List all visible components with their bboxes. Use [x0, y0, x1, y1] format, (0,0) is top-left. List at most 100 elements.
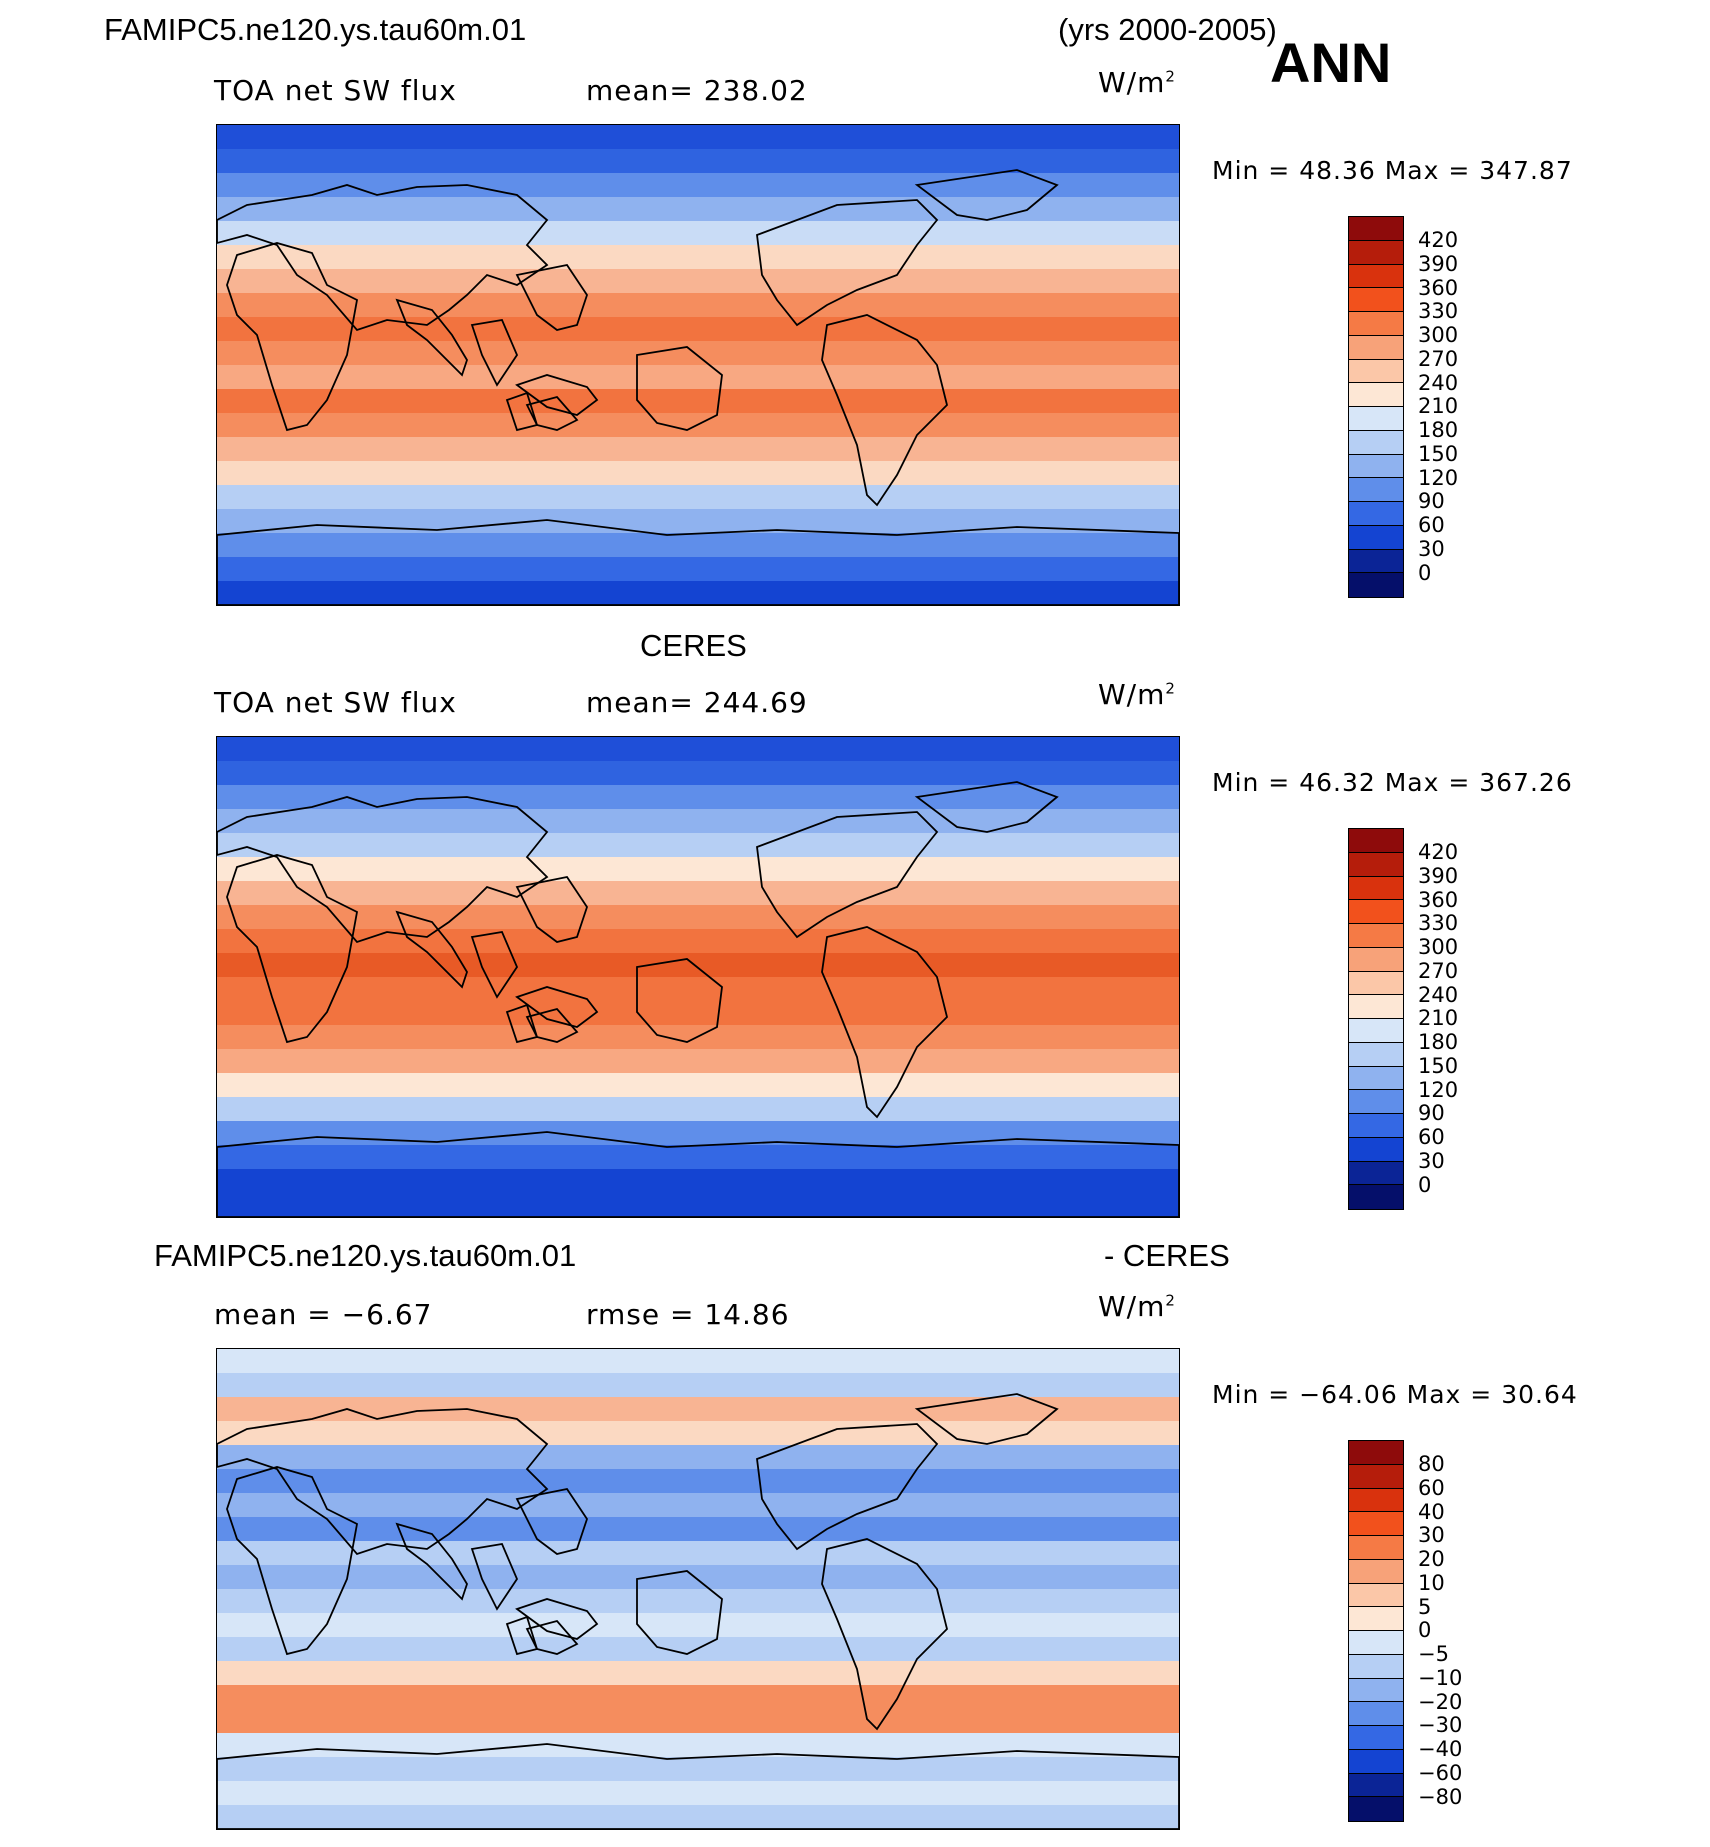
field-band — [217, 1421, 1179, 1446]
colorbar-segment — [1349, 924, 1403, 948]
field-band — [217, 1733, 1179, 1758]
colorbar-segment — [1349, 1066, 1403, 1091]
coastline — [756, 199, 939, 327]
colorbar-segment — [1349, 1488, 1403, 1513]
coastline — [914, 781, 1059, 833]
colorbar-tick-label: 390 — [1418, 251, 1459, 276]
coastline — [217, 796, 549, 944]
panel1-mean: mean= 238.02 — [586, 74, 808, 107]
field-band — [217, 857, 1179, 882]
colorbar-segment — [1349, 454, 1403, 479]
colorbar-segment — [1349, 1019, 1403, 1043]
colorbar-tick-label: 90 — [1418, 489, 1445, 514]
colorbar-tick-label: 10 — [1418, 1570, 1445, 1595]
coastline — [505, 391, 539, 432]
coastline — [914, 1393, 1059, 1445]
colorbar-segment — [1349, 1797, 1403, 1821]
coastline — [505, 1615, 539, 1656]
field-band — [217, 173, 1179, 198]
field-band — [217, 737, 1179, 762]
field-band — [217, 1805, 1179, 1829]
colorbar-tick-label: 330 — [1418, 299, 1459, 324]
panel3-colorbar — [1348, 1440, 1404, 1822]
colorbar-tick-label: 420 — [1418, 840, 1459, 864]
coastline — [395, 910, 468, 989]
colorbar-tick-label: 30 — [1418, 1148, 1445, 1173]
colorbar-tick-label: 60 — [1418, 1475, 1445, 1500]
field-band — [217, 1121, 1179, 1146]
colorbar-segment — [1349, 1583, 1403, 1608]
field-band — [217, 1049, 1179, 1074]
field-band — [217, 317, 1179, 342]
panel2-title: CERES — [640, 628, 747, 663]
colorbar-segment — [1349, 900, 1403, 924]
coastline — [217, 519, 1179, 605]
panel2-map — [216, 736, 1180, 1218]
field-band — [217, 125, 1179, 150]
years-label: (yrs 2000-2005) — [1058, 12, 1277, 47]
colorbar-tick-label: 270 — [1418, 958, 1459, 983]
panel1-units: W/m2 — [1098, 66, 1176, 99]
colorbar-tick-label: −30 — [1418, 1713, 1463, 1738]
colorbar-tick-label: 180 — [1418, 418, 1459, 442]
colorbar-tick-label: 0 — [1418, 1172, 1432, 1197]
colorbar-segment — [1349, 947, 1403, 972]
panel1-field — [217, 125, 1179, 605]
panel2-colorbar — [1348, 828, 1404, 1210]
season-label: ANN — [1270, 31, 1392, 94]
colorbar-tick-label: 5 — [1418, 1594, 1432, 1619]
colorbar-tick-label: 360 — [1418, 887, 1459, 912]
field-band — [217, 953, 1179, 978]
colorbar-tick-label: 80 — [1418, 1452, 1445, 1476]
coastline — [395, 298, 468, 377]
panel1-colorbar-ticks: 420 390 360 330 300 270 240 210 180 150 120 90 60 30 0 — [1418, 228, 1459, 585]
coastline — [636, 958, 723, 1043]
colorbar-segment — [1349, 264, 1403, 289]
colorbar-tick-label: 360 — [1418, 275, 1459, 300]
colorbar-segment — [1349, 1559, 1403, 1584]
colorbar-tick-label: 20 — [1418, 1547, 1445, 1571]
coastline — [636, 346, 723, 431]
field-band — [217, 1373, 1179, 1398]
field-band — [217, 1613, 1179, 1638]
colorbar-tick-label: −40 — [1418, 1737, 1463, 1761]
colorbar-tick-label: 60 — [1418, 513, 1445, 537]
field-band — [217, 977, 1179, 1002]
colorbar-tick-label: 240 — [1418, 982, 1459, 1007]
field-band — [217, 1541, 1179, 1566]
coastline — [515, 986, 599, 1028]
field-band — [217, 809, 1179, 834]
coastline — [821, 1538, 948, 1731]
coastline — [217, 1131, 1179, 1217]
panel2-units: W/m2 — [1098, 678, 1176, 711]
field-band — [217, 269, 1179, 294]
coastline — [914, 169, 1059, 221]
colorbar-tick-label: 30 — [1418, 536, 1445, 561]
panel3-title-right: - CERES — [1104, 1238, 1230, 1273]
colorbar-segment — [1349, 1114, 1403, 1138]
coastline — [821, 314, 948, 507]
coastline — [470, 1542, 519, 1611]
field-band — [217, 1565, 1179, 1590]
field-band — [217, 1097, 1179, 1122]
field-band — [217, 761, 1179, 786]
field-band — [217, 557, 1179, 582]
field-band — [217, 1685, 1179, 1710]
colorbar-segment — [1349, 1137, 1403, 1162]
field-band — [217, 389, 1179, 414]
panel1-minmax: Min = 48.36 Max = 347.87 — [1212, 156, 1573, 185]
coastline — [217, 184, 549, 332]
colorbar-tick-label: 120 — [1418, 465, 1459, 490]
colorbar-tick-label: 300 — [1418, 935, 1459, 959]
panel3-mean: mean = −6.67 — [214, 1298, 433, 1331]
field-band — [217, 149, 1179, 174]
colorbar-segment — [1349, 359, 1403, 384]
coastline — [226, 242, 359, 432]
colorbar-segment — [1349, 1464, 1403, 1489]
coastline — [226, 854, 359, 1044]
coastline — [217, 1408, 549, 1556]
coastline — [226, 1466, 359, 1656]
field-band — [217, 1349, 1179, 1374]
panel2-colorbar-ticks: 420 390 360 330 300 270 240 210 180 150 120 90 60 30 0 — [1418, 840, 1459, 1197]
colorbar-tick-label: −10 — [1418, 1665, 1463, 1690]
